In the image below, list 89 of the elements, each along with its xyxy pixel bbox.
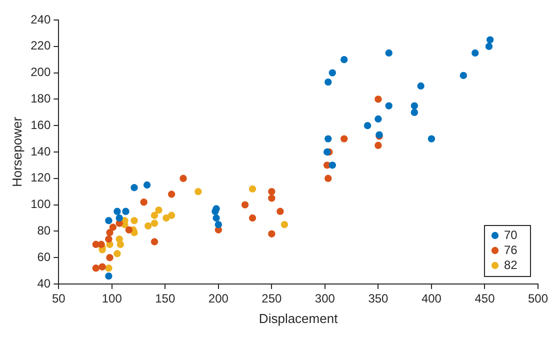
point xyxy=(268,188,276,196)
point xyxy=(340,135,348,142)
y-tick-label: 240 xyxy=(30,12,51,26)
point xyxy=(105,272,112,280)
x-tick-label: 500 xyxy=(528,292,548,306)
point xyxy=(460,72,468,80)
point xyxy=(385,102,392,110)
x-tick-label: 150 xyxy=(155,292,176,306)
point xyxy=(212,214,220,222)
point xyxy=(472,49,479,57)
point xyxy=(168,190,176,198)
y-tick-label: 100 xyxy=(30,197,51,212)
legend-label: 70 xyxy=(504,228,518,242)
point xyxy=(150,212,158,219)
point xyxy=(105,217,112,224)
legend-label: 76 xyxy=(504,242,518,257)
point xyxy=(150,238,158,246)
x-tick-label: 400 xyxy=(421,292,442,306)
x-tick-label: 200 xyxy=(208,292,229,306)
point xyxy=(340,56,348,64)
point xyxy=(162,214,170,222)
y-tick-label: 40 xyxy=(37,276,51,290)
point xyxy=(106,228,114,236)
y-tick-label: 140 xyxy=(30,144,51,158)
point xyxy=(150,220,158,227)
point xyxy=(130,184,138,192)
y-tick-label: 80 xyxy=(37,224,51,238)
point xyxy=(116,214,123,222)
point xyxy=(214,221,222,228)
x-tick-label: 300 xyxy=(314,292,336,306)
x-tick-label: 100 xyxy=(102,292,122,306)
point xyxy=(485,42,493,50)
y-tick-label: 200 xyxy=(30,65,51,80)
point xyxy=(105,236,112,243)
y-tick-label: 60 xyxy=(37,250,51,264)
point xyxy=(328,69,336,76)
legend-label: 82 xyxy=(504,258,518,272)
point xyxy=(268,194,276,202)
point xyxy=(248,185,256,193)
point xyxy=(374,115,382,123)
point xyxy=(155,206,162,214)
point xyxy=(116,240,124,248)
x-axis-title: Displacement xyxy=(258,310,338,326)
point xyxy=(241,201,249,208)
point xyxy=(324,135,332,142)
point xyxy=(143,181,151,189)
x-tick-label: 350 xyxy=(368,292,389,306)
point xyxy=(428,135,436,142)
point xyxy=(98,263,106,270)
point xyxy=(410,108,418,116)
point xyxy=(374,96,382,103)
point xyxy=(417,82,424,90)
point xyxy=(105,264,112,272)
point xyxy=(324,78,332,86)
point xyxy=(92,264,100,272)
point xyxy=(268,230,276,238)
point xyxy=(114,250,121,258)
point xyxy=(144,222,152,230)
point xyxy=(324,174,332,182)
y-tick-label: 180 xyxy=(30,92,51,106)
point xyxy=(212,208,219,215)
point xyxy=(180,174,187,182)
point xyxy=(328,162,336,169)
y-tick-label: 160 xyxy=(30,118,51,132)
point xyxy=(374,142,382,149)
point xyxy=(194,188,202,196)
point xyxy=(248,214,256,222)
point xyxy=(140,198,148,206)
x-tick-label: 250 xyxy=(262,292,282,306)
point xyxy=(114,208,121,215)
point xyxy=(109,224,117,231)
y-tick-label: 220 xyxy=(30,38,51,53)
point xyxy=(168,212,176,219)
point xyxy=(130,228,138,236)
x-tick-label: 50 xyxy=(52,292,66,306)
point xyxy=(106,254,114,262)
x-tick-label: 450 xyxy=(474,292,496,306)
point xyxy=(486,36,494,44)
point xyxy=(364,122,372,130)
point xyxy=(410,102,418,110)
y-tick-label: 120 xyxy=(30,170,51,185)
point xyxy=(323,148,331,156)
point xyxy=(276,208,284,215)
point xyxy=(125,226,133,234)
point xyxy=(385,49,392,57)
point xyxy=(130,217,138,224)
point xyxy=(280,221,288,228)
y-axis-title: Horsepower xyxy=(9,116,24,188)
point xyxy=(122,208,130,215)
